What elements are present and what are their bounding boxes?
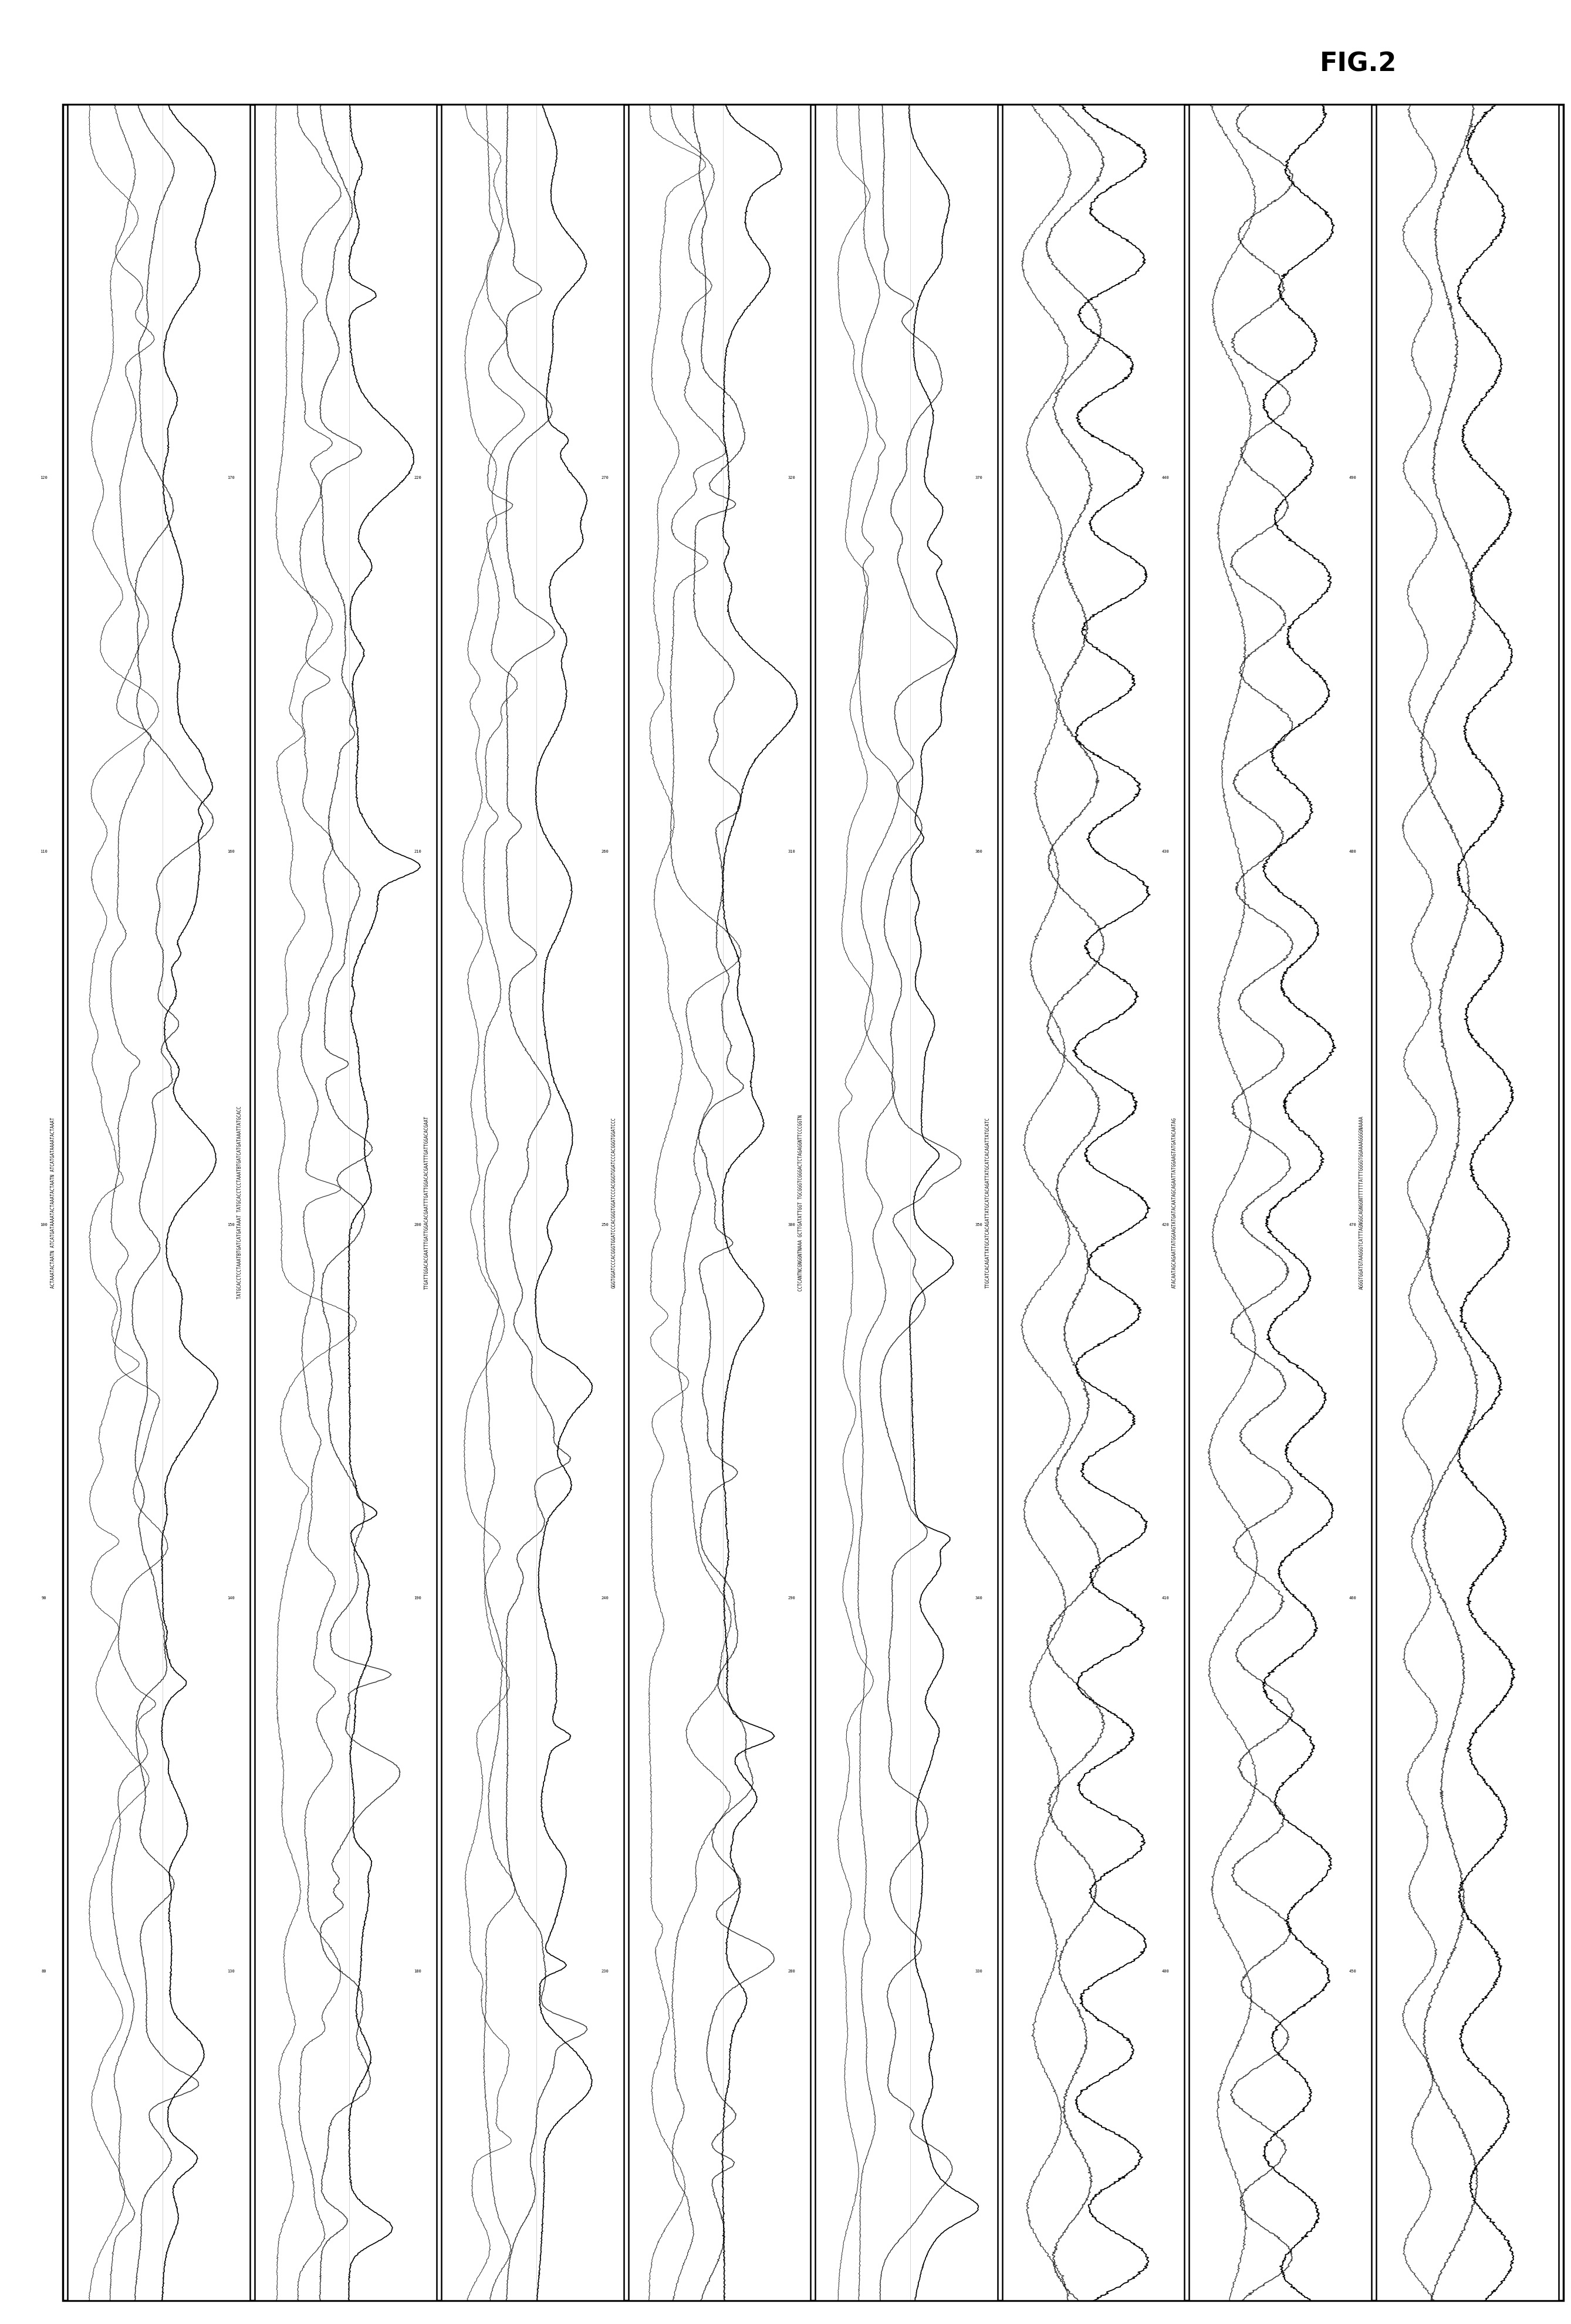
Text: 450: 450 — [1349, 1968, 1356, 1973]
Text: 340: 340 — [976, 1597, 982, 1599]
Text: 490: 490 — [1349, 476, 1356, 479]
Text: ATACAATAGCAGAATTATGGAAGTATGATACAATAGCAGAATTATGGAAGTATGATACAATAG: ATACAATAGCAGAATTATGGAAGTATGATACAATAGCAGA… — [1172, 1118, 1177, 1287]
Text: 420: 420 — [1163, 1222, 1169, 1227]
Text: 320: 320 — [789, 476, 795, 479]
Text: 80: 80 — [41, 1968, 47, 1973]
Text: TACAATAGCAGAATTATGGAAGTATGATACAATAGCAGAATTATGGAAGTATGATACAATAG: TACAATAGCAGAATTATGGAAGTATGATACAATAGCAGAA… — [1384, 1118, 1389, 1287]
Text: TTGATTGGACACGAATTTGATTGGACACGAATTTGATTGGACACGAATTTGATTGGACACGAAT: TTGATTGGACACGAATTTGATTGGACACGAATTTGATTGG… — [424, 1116, 429, 1290]
Text: 330: 330 — [976, 1968, 982, 1973]
Text: 270: 270 — [602, 476, 608, 479]
Text: 90: 90 — [41, 1597, 47, 1599]
Text: GTGGATCCCACGGGTGGATCCCACGGGTGGATCCCACGGGTGGATCCCACGGGTGGATCCCAC: GTGGATCCCACGGGTGGATCCCACGGGTGGATCCCACGGG… — [823, 1118, 828, 1287]
Text: 120: 120 — [41, 476, 47, 479]
Text: 360: 360 — [976, 851, 982, 853]
Text: CCTCANTNCGNGGNTNAAA GCTTGATATTGGT TGCGGGTCGGGACTCTAGAGGNTTCCCGGTN: CCTCANTNCGNGGNTNAAA GCTTGATATTGGT TGCGGG… — [1010, 1116, 1015, 1290]
Text: 220: 220 — [415, 476, 421, 479]
Text: 310: 310 — [789, 851, 795, 853]
Text: 290: 290 — [789, 1597, 795, 1599]
Text: TGCACCTCC TAAATBTG ATCATGATAAAT TATGCACCTCC TAAATBTGATCATGATAAATT: TGCACCTCC TAAATBTG ATCATGATAAAT TATGCACC… — [449, 1116, 454, 1290]
Text: 200: 200 — [415, 1222, 421, 1227]
Text: FIG.2: FIG.2 — [1320, 51, 1397, 77]
Text: ACTAAATACTAATN ATCATGATAAAATACTAAATACTAATN ATCATGATAAAATACTAAAT: ACTAAATACTAATN ATCATGATAAAATACTAAATACTAA… — [262, 1118, 267, 1287]
Text: 300: 300 — [789, 1222, 795, 1227]
Text: 210: 210 — [415, 851, 421, 853]
Text: 170: 170 — [228, 476, 234, 479]
Text: 230: 230 — [602, 1968, 608, 1973]
Text: 140: 140 — [228, 1597, 234, 1599]
Text: 180: 180 — [415, 1968, 421, 1973]
Text: 460: 460 — [1349, 1597, 1356, 1599]
Text: 130: 130 — [228, 1968, 234, 1973]
Text: 280: 280 — [789, 1968, 795, 1973]
Text: ACTAAATACTAATN ATCATGATAAAATACTAAATACTAATN ATCATGATAAAATACTAAAT: ACTAAATACTAATN ATCATGATAAAATACTAAATACTAA… — [50, 1118, 55, 1287]
Text: 190: 190 — [415, 1597, 421, 1599]
Text: CCTCANTNCGNGGNTNAAA GCTTGATATTGGT TGCGGGTCGGGACTCTAGAGGNTTCCCGGTN: CCTCANTNCGNGGNTNAAA GCTTGATATTGGT TGCGGG… — [798, 1116, 803, 1290]
Text: 240: 240 — [602, 1597, 608, 1599]
Text: GAGTTGGACACGAATTTGATTGGACACGAATTTGATTGGACACGAATTTGATTGGACACGAAT: GAGTTGGACACGAATTTGATTGGACACGAATTTGATTGGA… — [636, 1118, 641, 1287]
Text: 150: 150 — [228, 1222, 234, 1227]
Text: 400: 400 — [1163, 1968, 1169, 1973]
Text: 470: 470 — [1349, 1222, 1356, 1227]
Text: GGGTGGATCCCACGGGTGGATCCCACGGGTGGATCCCACGGGTGGATCCCACGGGTGGATCCC: GGGTGGATCCCACGGGTGGATCCCACGGGTGGATCCCACG… — [611, 1118, 616, 1287]
Text: 160: 160 — [228, 851, 234, 853]
Text: 260: 260 — [602, 851, 608, 853]
Text: 410: 410 — [1163, 1597, 1169, 1599]
Text: 110: 110 — [41, 851, 47, 853]
Text: 430: 430 — [1163, 851, 1169, 853]
Text: ATGCATCACAGATTATGCATCACAGATTATGCATCACAGATTATGCATCACAGATTATGCAT: ATGCATCACAGATTATGCATCACAGATTATGCATCACAGA… — [1197, 1118, 1202, 1287]
Text: TTGCATCACAGATTATGCATCACAGATTATGCATCACAGATTATGCATCACAGATTATGCATC: TTGCATCACAGATTATGCATCACAGATTATGCATCACAGA… — [985, 1118, 990, 1287]
Text: 350: 350 — [976, 1222, 982, 1227]
Text: 250: 250 — [602, 1222, 608, 1227]
Text: TATGCACCTCCTAAATBTGATCATGATAAAT TATGCACCTCCTAAATBTGATCATGATAAATTATGCACC: TATGCACCTCCTAAATBTGATCATGATAAAT TATGCACC… — [237, 1106, 242, 1299]
Text: 440: 440 — [1163, 476, 1169, 479]
Text: 480: 480 — [1349, 851, 1356, 853]
Text: AGGGTGGATGTAAGGGTCATTTAGNGGCAGNGGNTTTTTTATTTGGGGTGGAAAAGGGGNAAAA: AGGGTGGATGTAAGGGTCATTTAGNGGCAGNGGNTTTTTT… — [1359, 1116, 1364, 1290]
Text: 370: 370 — [976, 476, 982, 479]
Text: 100: 100 — [41, 1222, 47, 1227]
